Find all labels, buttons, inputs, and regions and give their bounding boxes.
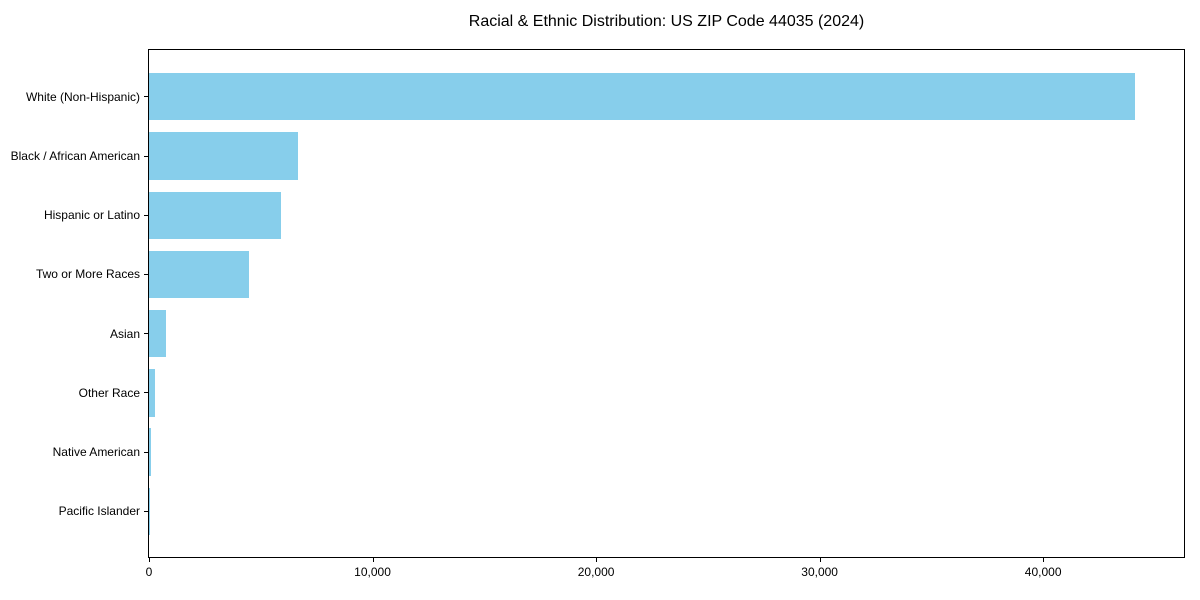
- y-tick-label-black-african-american: Black / African American: [10, 149, 140, 163]
- y-tick-mark-asian: [144, 333, 148, 335]
- bar-white-non-hispanic: [149, 73, 1135, 121]
- y-tick-mark-black-african-american: [144, 155, 148, 157]
- x-tick-mark-30,000: [819, 558, 821, 562]
- x-tick-label-20,000: 20,000: [577, 565, 615, 579]
- x-tick-mark-40,000: [1043, 558, 1045, 562]
- y-tick-label-native-american: Native American: [52, 445, 140, 460]
- y-tick-mark-pacific-islander: [144, 510, 148, 512]
- chart-title: Racial & Ethnic Distribution: US ZIP Cod…: [468, 13, 865, 30]
- x-tick-label-10,000: 10,000: [354, 565, 391, 579]
- bar-native-american: [149, 428, 151, 476]
- bar-other-race: [149, 369, 155, 417]
- bar-asian: [149, 309, 166, 358]
- x-tick-mark-10,000: [372, 558, 374, 562]
- y-tick-mark-white-non-hispanic: [144, 96, 148, 98]
- x-tick-mark-0: [149, 558, 150, 562]
- x-tick-mark-20,000: [596, 558, 598, 562]
- x-tick-label-30,000: 30,000: [801, 565, 838, 579]
- x-tick-label-40,000: 40,000: [1024, 565, 1062, 579]
- y-tick-label-pacific-islander: Pacific Islander: [58, 504, 140, 519]
- x-tick-label-0: 0: [145, 565, 153, 579]
- y-tick-label-two-or-more-races: Two or More Races: [35, 267, 140, 282]
- y-tick-label-asian: Asian: [109, 326, 140, 341]
- bar-two-or-more-races: [149, 250, 250, 299]
- y-tick-label-hispanic-or-latino: Hispanic or Latino: [43, 208, 140, 223]
- y-tick-mark-two-or-more-races: [144, 273, 148, 275]
- bar-hispanic-or-latino: [149, 191, 281, 239]
- plot-area: [148, 49, 1185, 558]
- y-tick-mark-other-race: [144, 392, 148, 394]
- y-tick-label-other-race: Other Race: [78, 385, 140, 400]
- y-tick-label-white-non-hispanic: White (Non-Hispanic): [25, 89, 140, 104]
- y-tick-mark-hispanic-or-latino: [144, 214, 148, 216]
- bar-black-african-american: [149, 132, 298, 180]
- y-tick-mark-native-american: [144, 451, 148, 453]
